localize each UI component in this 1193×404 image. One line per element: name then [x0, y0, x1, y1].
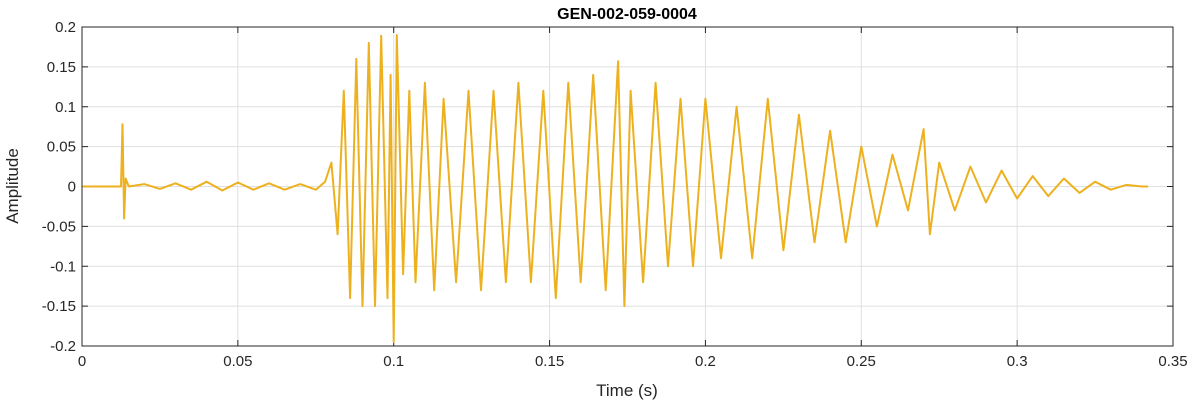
y-tick-label: 0.1 — [55, 99, 76, 116]
x-tick-label: 0.25 — [847, 353, 876, 370]
x-tick-label: 0.3 — [1007, 353, 1028, 370]
x-tick-label: 0.35 — [1158, 353, 1187, 370]
x-tick-label: 0 — [78, 353, 86, 370]
plot-border — [81, 26, 1174, 347]
waveform-series — [82, 34, 1149, 343]
y-tick-labels: 0.2 0.15 0.1 0.05 0 -0.05 -0.1 -0.15 -0.2 — [42, 19, 76, 355]
y-tick-label: -0.05 — [42, 218, 76, 235]
x-axis-label: Time (s) — [596, 381, 658, 400]
y-tick-label: -0.15 — [42, 298, 76, 315]
y-tick-label: 0.2 — [55, 19, 76, 36]
chart-title: GEN-002-059-0004 — [557, 6, 697, 23]
series-line — [82, 34, 1149, 343]
x-tick-label: 0.1 — [383, 353, 404, 370]
y-tick-label: -0.1 — [50, 258, 76, 275]
y-tick-label: 0 — [68, 179, 76, 196]
y-tick-label: -0.2 — [50, 338, 76, 355]
x-tick-labels: 0 0.05 0.1 0.15 0.2 0.25 0.3 0.35 — [78, 353, 1188, 370]
y-tick-label: 0.05 — [47, 139, 76, 156]
x-tick-label: 0.2 — [695, 353, 716, 370]
y-tick-label: 0.15 — [47, 59, 76, 76]
x-tick-label: 0.15 — [535, 353, 564, 370]
y-axis-label: Amplitude — [3, 148, 22, 224]
x-tick-label: 0.05 — [223, 353, 252, 370]
